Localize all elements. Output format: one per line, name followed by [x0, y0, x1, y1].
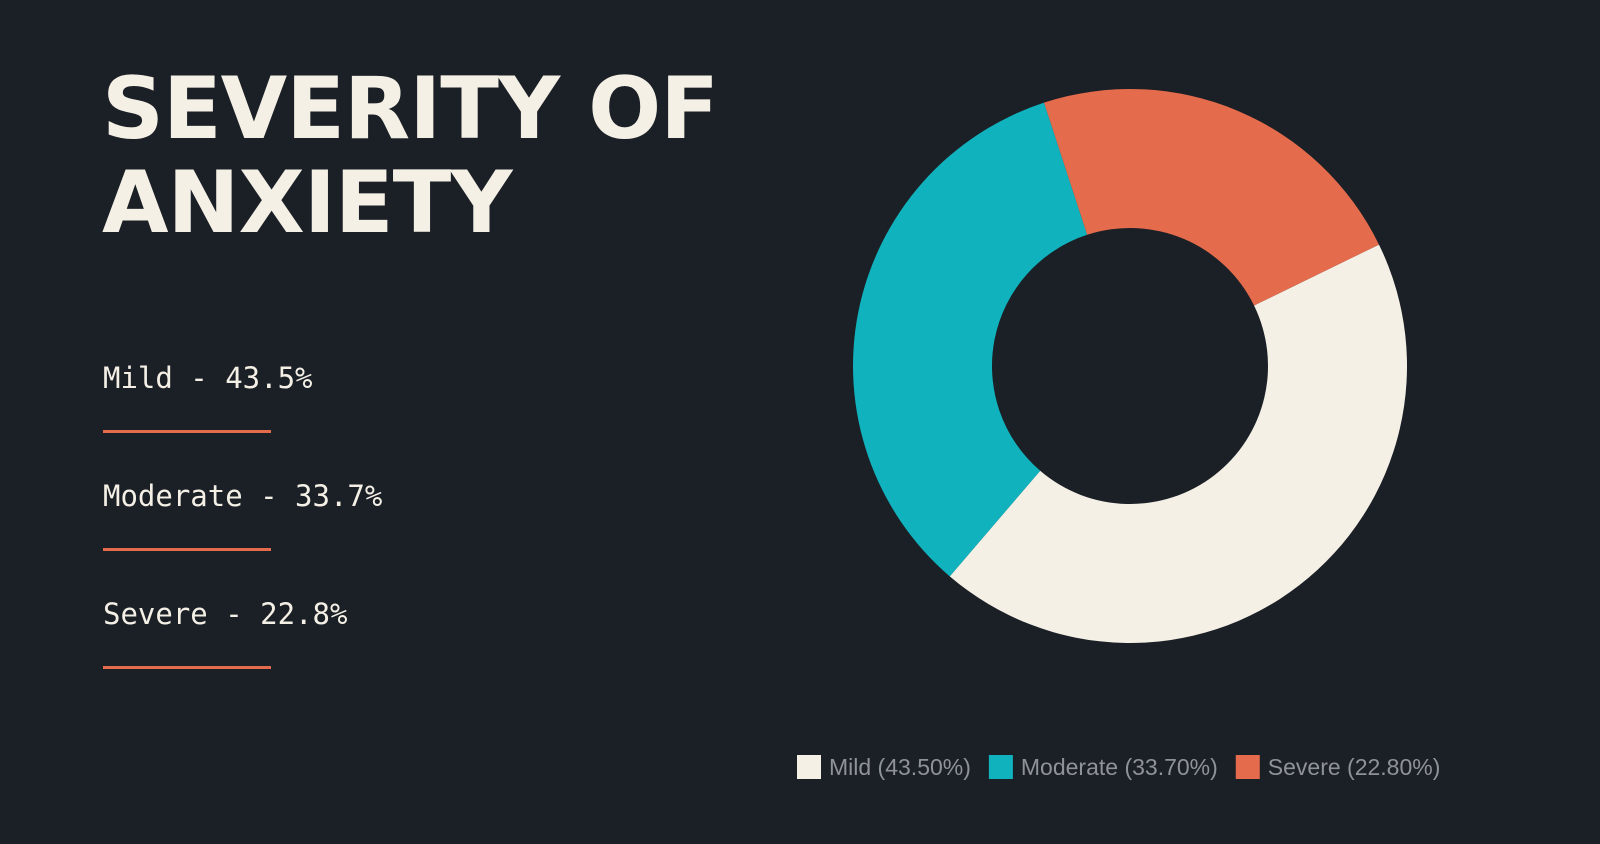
legend-item-moderate[interactable]: Moderate (33.70%)	[988, 754, 1218, 780]
stat-divider	[103, 430, 271, 433]
stat-item-severe: Severe - 22.8%	[103, 596, 382, 714]
donut-slice-moderate[interactable]	[853, 102, 1088, 577]
stat-item-moderate: Moderate - 33.7%	[103, 478, 382, 596]
legend-label: Moderate (33.70%)	[1021, 754, 1218, 780]
donut-slices	[853, 88, 1408, 644]
stat-item-mild: Mild - 43.5%	[103, 360, 382, 478]
stat-label-mild: Mild - 43.5%	[103, 361, 313, 395]
legend-item-severe[interactable]: Severe (22.80%)	[1235, 754, 1441, 780]
legend-swatch	[1235, 755, 1260, 779]
stat-divider	[103, 548, 271, 551]
legend-label: Mild (43.50%)	[829, 754, 971, 780]
donut-slice-mild[interactable]	[949, 244, 1408, 644]
stat-label-severe: Severe - 22.8%	[103, 597, 348, 631]
chart-legend: Mild (43.50%) Moderate (33.70%) Severe (22…	[797, 754, 1440, 780]
stat-divider	[103, 666, 271, 669]
legend-swatch	[797, 755, 821, 779]
legend-label: Severe (22.80%)	[1268, 754, 1441, 780]
legend-item-mild[interactable]: Mild (43.50%)	[797, 754, 971, 780]
chart-title: SEVERITY OF ANXIETY	[102, 59, 719, 253]
severity-summary-list: Mild - 43.5% Moderate - 33.7% Severe - 2…	[103, 360, 382, 714]
donut-slice-severe[interactable]	[1044, 88, 1379, 306]
stat-label-moderate: Moderate - 33.7%	[103, 479, 383, 513]
legend-swatch	[988, 755, 1013, 779]
